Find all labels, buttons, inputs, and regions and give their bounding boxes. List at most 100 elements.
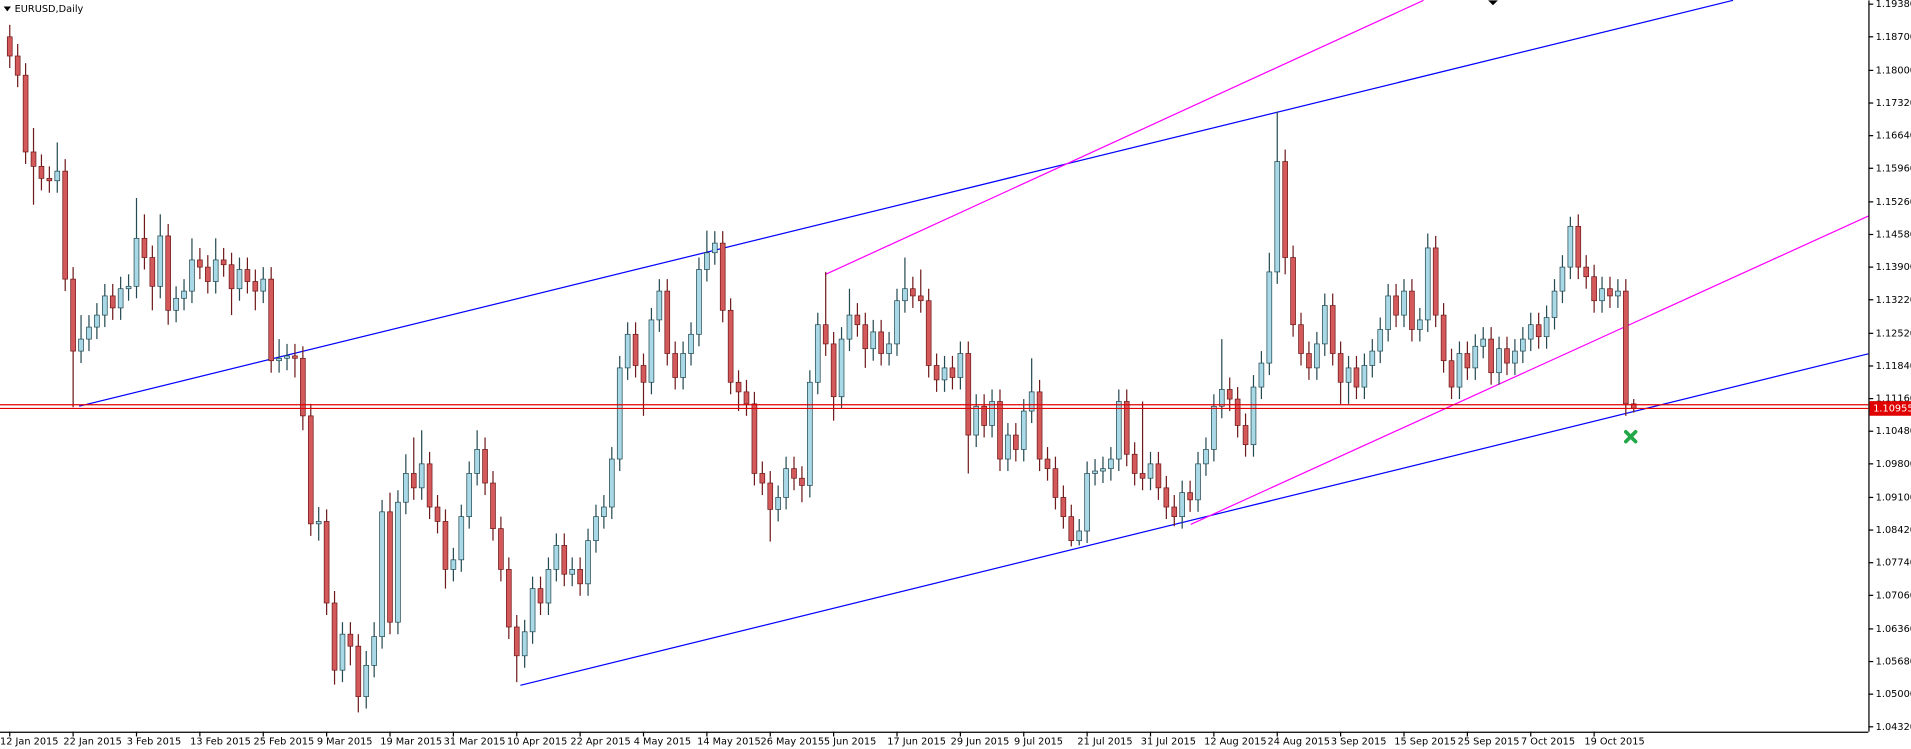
candle-body: [236, 269, 243, 290]
candle-body: [1401, 290, 1407, 316]
x-tick-label: 22 Jan 2015: [63, 736, 121, 747]
x-tick-label: 31 Mar 2015: [444, 736, 506, 747]
candle-body: [1020, 410, 1027, 450]
candle-body: [1535, 324, 1542, 338]
candle-body: [1179, 492, 1185, 517]
candle-body: [735, 381, 742, 393]
candle-body: [846, 314, 853, 340]
candle-body: [204, 266, 211, 282]
candle-body: [664, 290, 671, 354]
candle-body: [117, 288, 124, 309]
candle-body: [1329, 305, 1336, 354]
candle-body: [1258, 362, 1265, 388]
candle-body: [1028, 391, 1035, 412]
candle-body: [1266, 271, 1273, 364]
candle-body: [1385, 295, 1391, 330]
candle-body: [973, 405, 980, 436]
candle-body: [949, 367, 956, 378]
candle-body: [917, 295, 924, 302]
candle-body: [1282, 161, 1288, 258]
y-tick-label: 1.04320: [1876, 722, 1911, 733]
y-tick-label: 1.15960: [1876, 163, 1911, 174]
candle-body: [109, 295, 116, 309]
candle-body: [1052, 468, 1059, 498]
candle-body: [197, 259, 203, 268]
candle-body: [1274, 161, 1281, 273]
candle-body: [149, 257, 156, 287]
y-tick-label: 1.17320: [1876, 98, 1911, 109]
candle-body: [22, 74, 29, 153]
candle-body: [711, 242, 718, 254]
cross-stroke: [1623, 429, 1638, 444]
candle-body: [656, 290, 663, 321]
candle-body: [141, 237, 148, 258]
candle-body: [450, 559, 457, 570]
y-tick-label: 1.18700: [1876, 32, 1911, 43]
x-tick-label: 3 Sep 2015: [1331, 736, 1387, 747]
y-tick-label: 1.16640: [1876, 131, 1911, 142]
candle-body: [1337, 353, 1344, 383]
candle-body: [1472, 345, 1479, 369]
y-tick-label: 1.07060: [1876, 590, 1911, 601]
candle-body: [1203, 449, 1209, 465]
candle-body: [86, 326, 92, 340]
y-tick-label: 1.15260: [1876, 197, 1911, 208]
candle-body: [1171, 506, 1178, 517]
candle-body: [521, 631, 528, 657]
magenta-line-lower: [1190, 215, 1869, 525]
candle-body: [609, 458, 615, 508]
candle-body: [70, 278, 76, 352]
candle-body: [1005, 434, 1011, 460]
candle-body: [1607, 288, 1613, 297]
candle-body: [1163, 487, 1170, 508]
current-price-label: 1.10955: [1873, 403, 1911, 414]
candle-body: [1321, 305, 1328, 345]
candle-body: [260, 278, 267, 292]
x-tick-label: 26 May 2015: [761, 736, 825, 747]
candle-body: [632, 333, 639, 366]
candle-body: [434, 506, 441, 522]
y-tick-label: 1.13220: [1876, 295, 1911, 306]
candle-body: [1504, 348, 1510, 364]
candle-body: [418, 463, 425, 489]
candle-body: [1092, 470, 1098, 474]
x-tick-label: 19 Oct 2015: [1584, 736, 1644, 747]
candles: [6, 24, 1637, 713]
candle-body: [1551, 290, 1558, 318]
candle-body: [1250, 386, 1257, 446]
candle-body: [62, 170, 69, 280]
magenta-line-upper: [824, 0, 1424, 276]
candle-body: [680, 353, 686, 378]
candle-body: [458, 516, 465, 561]
candle-body: [1512, 350, 1518, 364]
title-arrow: [3, 6, 11, 12]
candle-body: [339, 633, 346, 671]
signal-cross: [1623, 429, 1638, 444]
candle-body: [719, 242, 726, 311]
current-price-box: [1869, 401, 1911, 416]
candle-body: [133, 237, 140, 287]
candle-body: [648, 319, 655, 383]
x-tick-label: 12 Jan 2015: [0, 736, 58, 747]
candle-body: [220, 259, 227, 266]
candle-body: [759, 473, 766, 484]
candle-body: [1242, 425, 1249, 446]
candle-body: [276, 357, 282, 362]
candle-body: [1100, 468, 1106, 472]
y-tick-label: 1.08420: [1876, 525, 1911, 536]
candle-body: [387, 511, 393, 623]
y-tick-label: 1.14580: [1876, 229, 1911, 240]
candle-body: [727, 309, 734, 383]
candle-body: [1432, 247, 1439, 316]
candle-body: [910, 288, 916, 297]
candle-body: [791, 468, 797, 479]
candle-body: [466, 473, 473, 517]
y-tick-label: 1.05000: [1876, 689, 1911, 700]
candle-body: [704, 252, 710, 270]
x-tick-label: 9 Jul 2015: [1014, 736, 1063, 747]
x-tick-label: 7 Oct 2015: [1521, 736, 1575, 747]
candle-body: [157, 235, 164, 287]
candle-body: [268, 278, 274, 362]
candle-body: [300, 357, 306, 417]
candle-body: [854, 314, 861, 326]
